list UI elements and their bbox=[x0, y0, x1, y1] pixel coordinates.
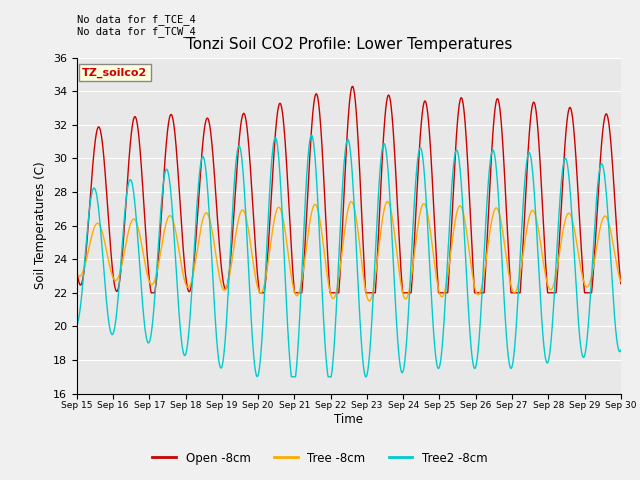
Open -8cm bbox=[330, 290, 338, 296]
Tree2 -8cm bbox=[588, 277, 595, 283]
Tree2 -8cm bbox=[471, 365, 479, 371]
Tree2 -8cm bbox=[486, 161, 493, 167]
Open -8cm bbox=[258, 290, 266, 296]
Text: TZ_soilco2: TZ_soilco2 bbox=[82, 68, 147, 78]
Open -8cm bbox=[73, 267, 81, 273]
Tree -8cm bbox=[330, 295, 338, 300]
Tree2 -8cm bbox=[594, 179, 602, 184]
Open -8cm bbox=[486, 181, 493, 187]
Line: Tree -8cm: Tree -8cm bbox=[77, 202, 621, 301]
Open -8cm bbox=[617, 281, 625, 287]
Tree -8cm bbox=[365, 298, 373, 304]
Tree2 -8cm bbox=[308, 132, 316, 138]
Line: Tree2 -8cm: Tree2 -8cm bbox=[77, 135, 621, 377]
Tree -8cm bbox=[258, 289, 266, 295]
Tree -8cm bbox=[384, 199, 392, 204]
Tree -8cm bbox=[486, 229, 493, 235]
Tree -8cm bbox=[594, 236, 602, 242]
Y-axis label: Soil Temperatures (C): Soil Temperatures (C) bbox=[35, 162, 47, 289]
X-axis label: Time: Time bbox=[334, 413, 364, 426]
Open -8cm bbox=[349, 84, 356, 89]
Open -8cm bbox=[471, 290, 479, 296]
Tree -8cm bbox=[617, 278, 625, 284]
Open -8cm bbox=[594, 193, 602, 199]
Tree2 -8cm bbox=[287, 374, 295, 380]
Tree2 -8cm bbox=[258, 341, 266, 347]
Open -8cm bbox=[147, 290, 155, 296]
Legend: Open -8cm, Tree -8cm, Tree2 -8cm: Open -8cm, Tree -8cm, Tree2 -8cm bbox=[148, 447, 492, 469]
Tree -8cm bbox=[73, 271, 81, 276]
Line: Open -8cm: Open -8cm bbox=[77, 86, 621, 293]
Tree2 -8cm bbox=[73, 323, 81, 328]
Tree2 -8cm bbox=[617, 348, 625, 353]
Tree -8cm bbox=[588, 274, 595, 280]
Tree2 -8cm bbox=[331, 339, 339, 345]
Title: Tonzi Soil CO2 Profile: Lower Temperatures: Tonzi Soil CO2 Profile: Lower Temperatur… bbox=[186, 37, 512, 52]
Open -8cm bbox=[588, 290, 595, 296]
Text: No data for f_TCE_4
No data for f_TCW_4: No data for f_TCE_4 No data for f_TCW_4 bbox=[77, 14, 196, 37]
Tree -8cm bbox=[471, 284, 479, 289]
